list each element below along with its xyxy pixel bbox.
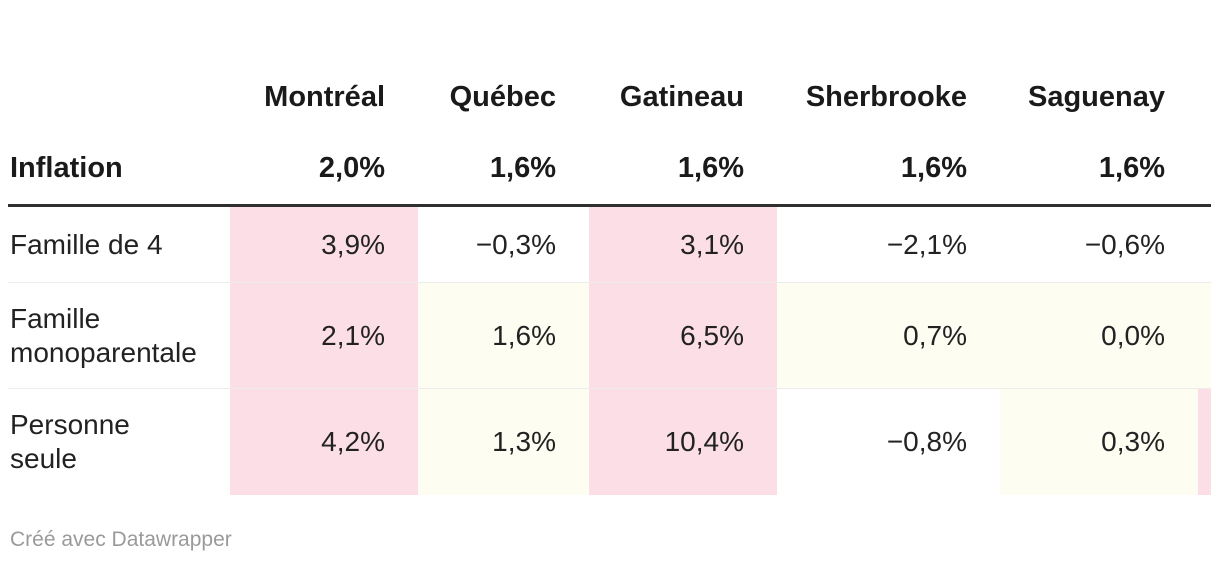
col-header-saguenay: Saguenay	[1028, 80, 1165, 113]
cell-value: 4,2%	[230, 388, 418, 495]
inflation-value-quebec: 1,6%	[418, 132, 589, 207]
inflation-value-cutoff	[1198, 132, 1211, 207]
table-row-famille-de-4: Famille de 4 3,9% −0,3% 3,1% −2,1% −0,6%	[8, 205, 1211, 283]
cell-value: 6,5%	[589, 282, 777, 389]
col-header-gatineau: Gatineau	[619, 80, 744, 113]
cell-value: 0,0%	[1000, 282, 1198, 389]
cell-value: −2,1%	[777, 205, 1000, 283]
cell-value: 3,9%	[230, 205, 418, 283]
col-header-quebec: Québec	[449, 80, 556, 113]
inflation-header-row: Inflation 2,0% 1,6% 1,6% 1,6% 1,6%	[8, 132, 1211, 207]
row-label: Personne seule	[8, 388, 230, 495]
city-header-row: Montréal Québec Gatineau Sherbrooke Sagu…	[8, 62, 1211, 132]
cell-value: 2,1%	[230, 282, 418, 389]
inflation-value-sherbrooke: 1,6%	[777, 132, 1000, 207]
cell-cutoff	[1198, 282, 1211, 389]
cell-value: −0,3%	[418, 205, 589, 283]
corner-header-cell	[8, 62, 230, 132]
row-label: Famille monoparentale	[8, 282, 230, 389]
col-header-cutoff	[1198, 62, 1211, 132]
cell-cutoff	[1198, 205, 1211, 283]
inflation-value-gatineau: 1,6%	[589, 132, 777, 207]
inflation-row-label: Inflation	[8, 132, 230, 207]
col-header-montreal: Montréal	[264, 80, 385, 113]
cell-value: 1,3%	[418, 388, 589, 495]
cell-value: −0,6%	[1000, 205, 1198, 283]
datawrapper-attribution-link[interactable]: Créé avec Datawrapper	[10, 528, 232, 551]
inflation-comparison-table: Montréal Québec Gatineau Sherbrooke Sagu…	[8, 62, 1211, 495]
cell-cutoff	[1198, 388, 1211, 495]
cell-value: 0,7%	[777, 282, 1000, 389]
inflation-value-montreal: 2,0%	[230, 132, 418, 207]
inflation-value-saguenay: 1,6%	[1000, 132, 1198, 207]
cell-value: 1,6%	[418, 282, 589, 389]
cell-value: 3,1%	[589, 205, 777, 283]
table-row-personne-seule: Personne seule 4,2% 1,3% 10,4% −0,8% 0,3…	[8, 388, 1211, 495]
col-header-sherbrooke: Sherbrooke	[805, 80, 967, 113]
cell-value: 10,4%	[589, 388, 777, 495]
row-label: Famille de 4	[10, 228, 163, 260]
cell-value: −0,8%	[777, 388, 1000, 495]
table-row-famille-monoparentale: Famille monoparentale 2,1% 1,6% 6,5% 0,7…	[8, 282, 1211, 389]
cell-value: 0,3%	[1000, 388, 1198, 495]
